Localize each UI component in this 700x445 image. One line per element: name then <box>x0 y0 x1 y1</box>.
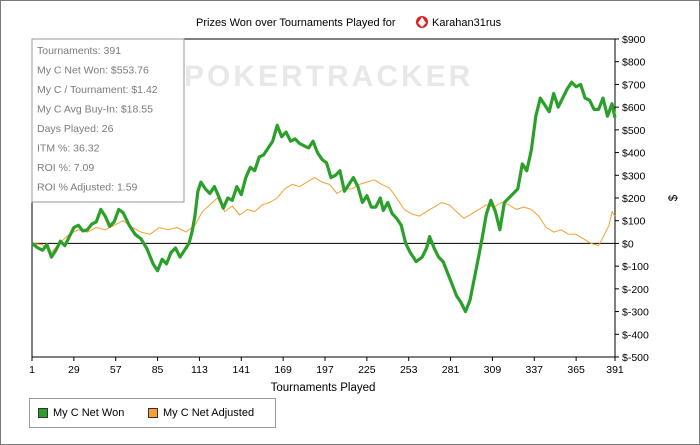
x-tick-label: 169 <box>274 364 292 376</box>
x-tick-label: 337 <box>526 364 544 376</box>
x-tick-label: 281 <box>442 364 460 376</box>
legend-item-net-won: My C Net Won <box>38 407 124 419</box>
stats-line: ITM %: 36.32 <box>37 143 100 155</box>
y-tick-label: $100 <box>622 216 646 228</box>
x-axis: 1 29 57 85 113 141 169 197 225 253 281 309 337 365 391 <box>29 357 624 376</box>
stats-line: My C Avg Buy-In: $18.55 <box>37 104 153 116</box>
x-tick-label: 391 <box>606 364 624 376</box>
x-tick-label: 113 <box>191 364 208 376</box>
pokerstars-logo-icon <box>416 16 428 28</box>
chart-title-text: Prizes Won over Tournaments Played for <box>196 17 396 29</box>
x-tick-label: 365 <box>567 364 585 376</box>
y-tick-label: $700 <box>622 79 646 91</box>
y-tick-label: $800 <box>622 57 646 69</box>
y-tick-label: $200 <box>622 193 646 205</box>
chart-title: Prizes Won over Tournaments Played for K… <box>196 16 502 29</box>
x-tick-label: 309 <box>484 364 502 376</box>
y-tick-label: $600 <box>622 102 646 114</box>
legend-label-net-adjusted: My C Net Adjusted <box>163 407 255 419</box>
y-tick-label: $0 <box>622 238 634 250</box>
stats-line: ROI % Adjusted: 1.59 <box>37 182 138 194</box>
x-tick-label: 225 <box>358 364 376 376</box>
x-tick-label: 141 <box>233 364 251 376</box>
y-tick-label: $400 <box>622 148 646 160</box>
stats-line: Tournaments: 391 <box>37 45 121 57</box>
player-name: Karahan31rus <box>432 17 502 29</box>
x-tick-label: 197 <box>316 364 334 376</box>
y-tick-label: $500 <box>622 125 646 137</box>
chart-svg: Prizes Won over Tournaments Played for K… <box>29 16 680 394</box>
y-tick-label: $-300 <box>622 307 649 319</box>
stats-line: My C Net Won: $553.76 <box>37 65 149 77</box>
series-line-net-won <box>31 80 617 314</box>
legend-swatch-net-adjusted <box>148 408 158 418</box>
series-group <box>31 80 617 314</box>
legend-swatch-net-won <box>38 408 48 418</box>
legend-item-net-adjusted: My C Net Adjusted <box>148 407 254 419</box>
pokertracker-watermark: POKERTRACKER <box>184 60 473 93</box>
y-tick-label: $-400 <box>622 329 649 341</box>
stats-line: ROI %: 7.09 <box>37 162 94 174</box>
x-tick-label: 29 <box>68 364 80 376</box>
y-tick-label: $-500 <box>622 352 649 364</box>
y-axis: $900 $800 $700 $600 $500 $400 $300 $200 $100 $0 $-… <box>615 34 649 364</box>
stats-box: Tournaments: 391 My C Net Won: $553.76 My … <box>31 38 185 203</box>
x-tick-label: 1 <box>29 364 35 376</box>
x-tick-label: 85 <box>152 364 164 376</box>
stats-line: My C / Tournament: $1.42 <box>37 84 158 96</box>
y-tick-label: $900 <box>622 34 646 46</box>
y-axis-title: $ <box>668 194 680 201</box>
legend-label-net-won: My C Net Won <box>53 407 125 419</box>
x-tick-label: 57 <box>110 364 122 376</box>
stats-line: Days Played: 26 <box>37 123 114 135</box>
y-tick-label: $-100 <box>622 261 649 273</box>
y-tick-label: $300 <box>622 170 646 182</box>
y-tick-label: $-200 <box>622 284 649 296</box>
legend: My C Net Won My C Net Adjusted <box>29 398 276 428</box>
x-axis-title: Tournaments Played <box>271 382 376 394</box>
x-tick-label: 253 <box>400 364 418 376</box>
